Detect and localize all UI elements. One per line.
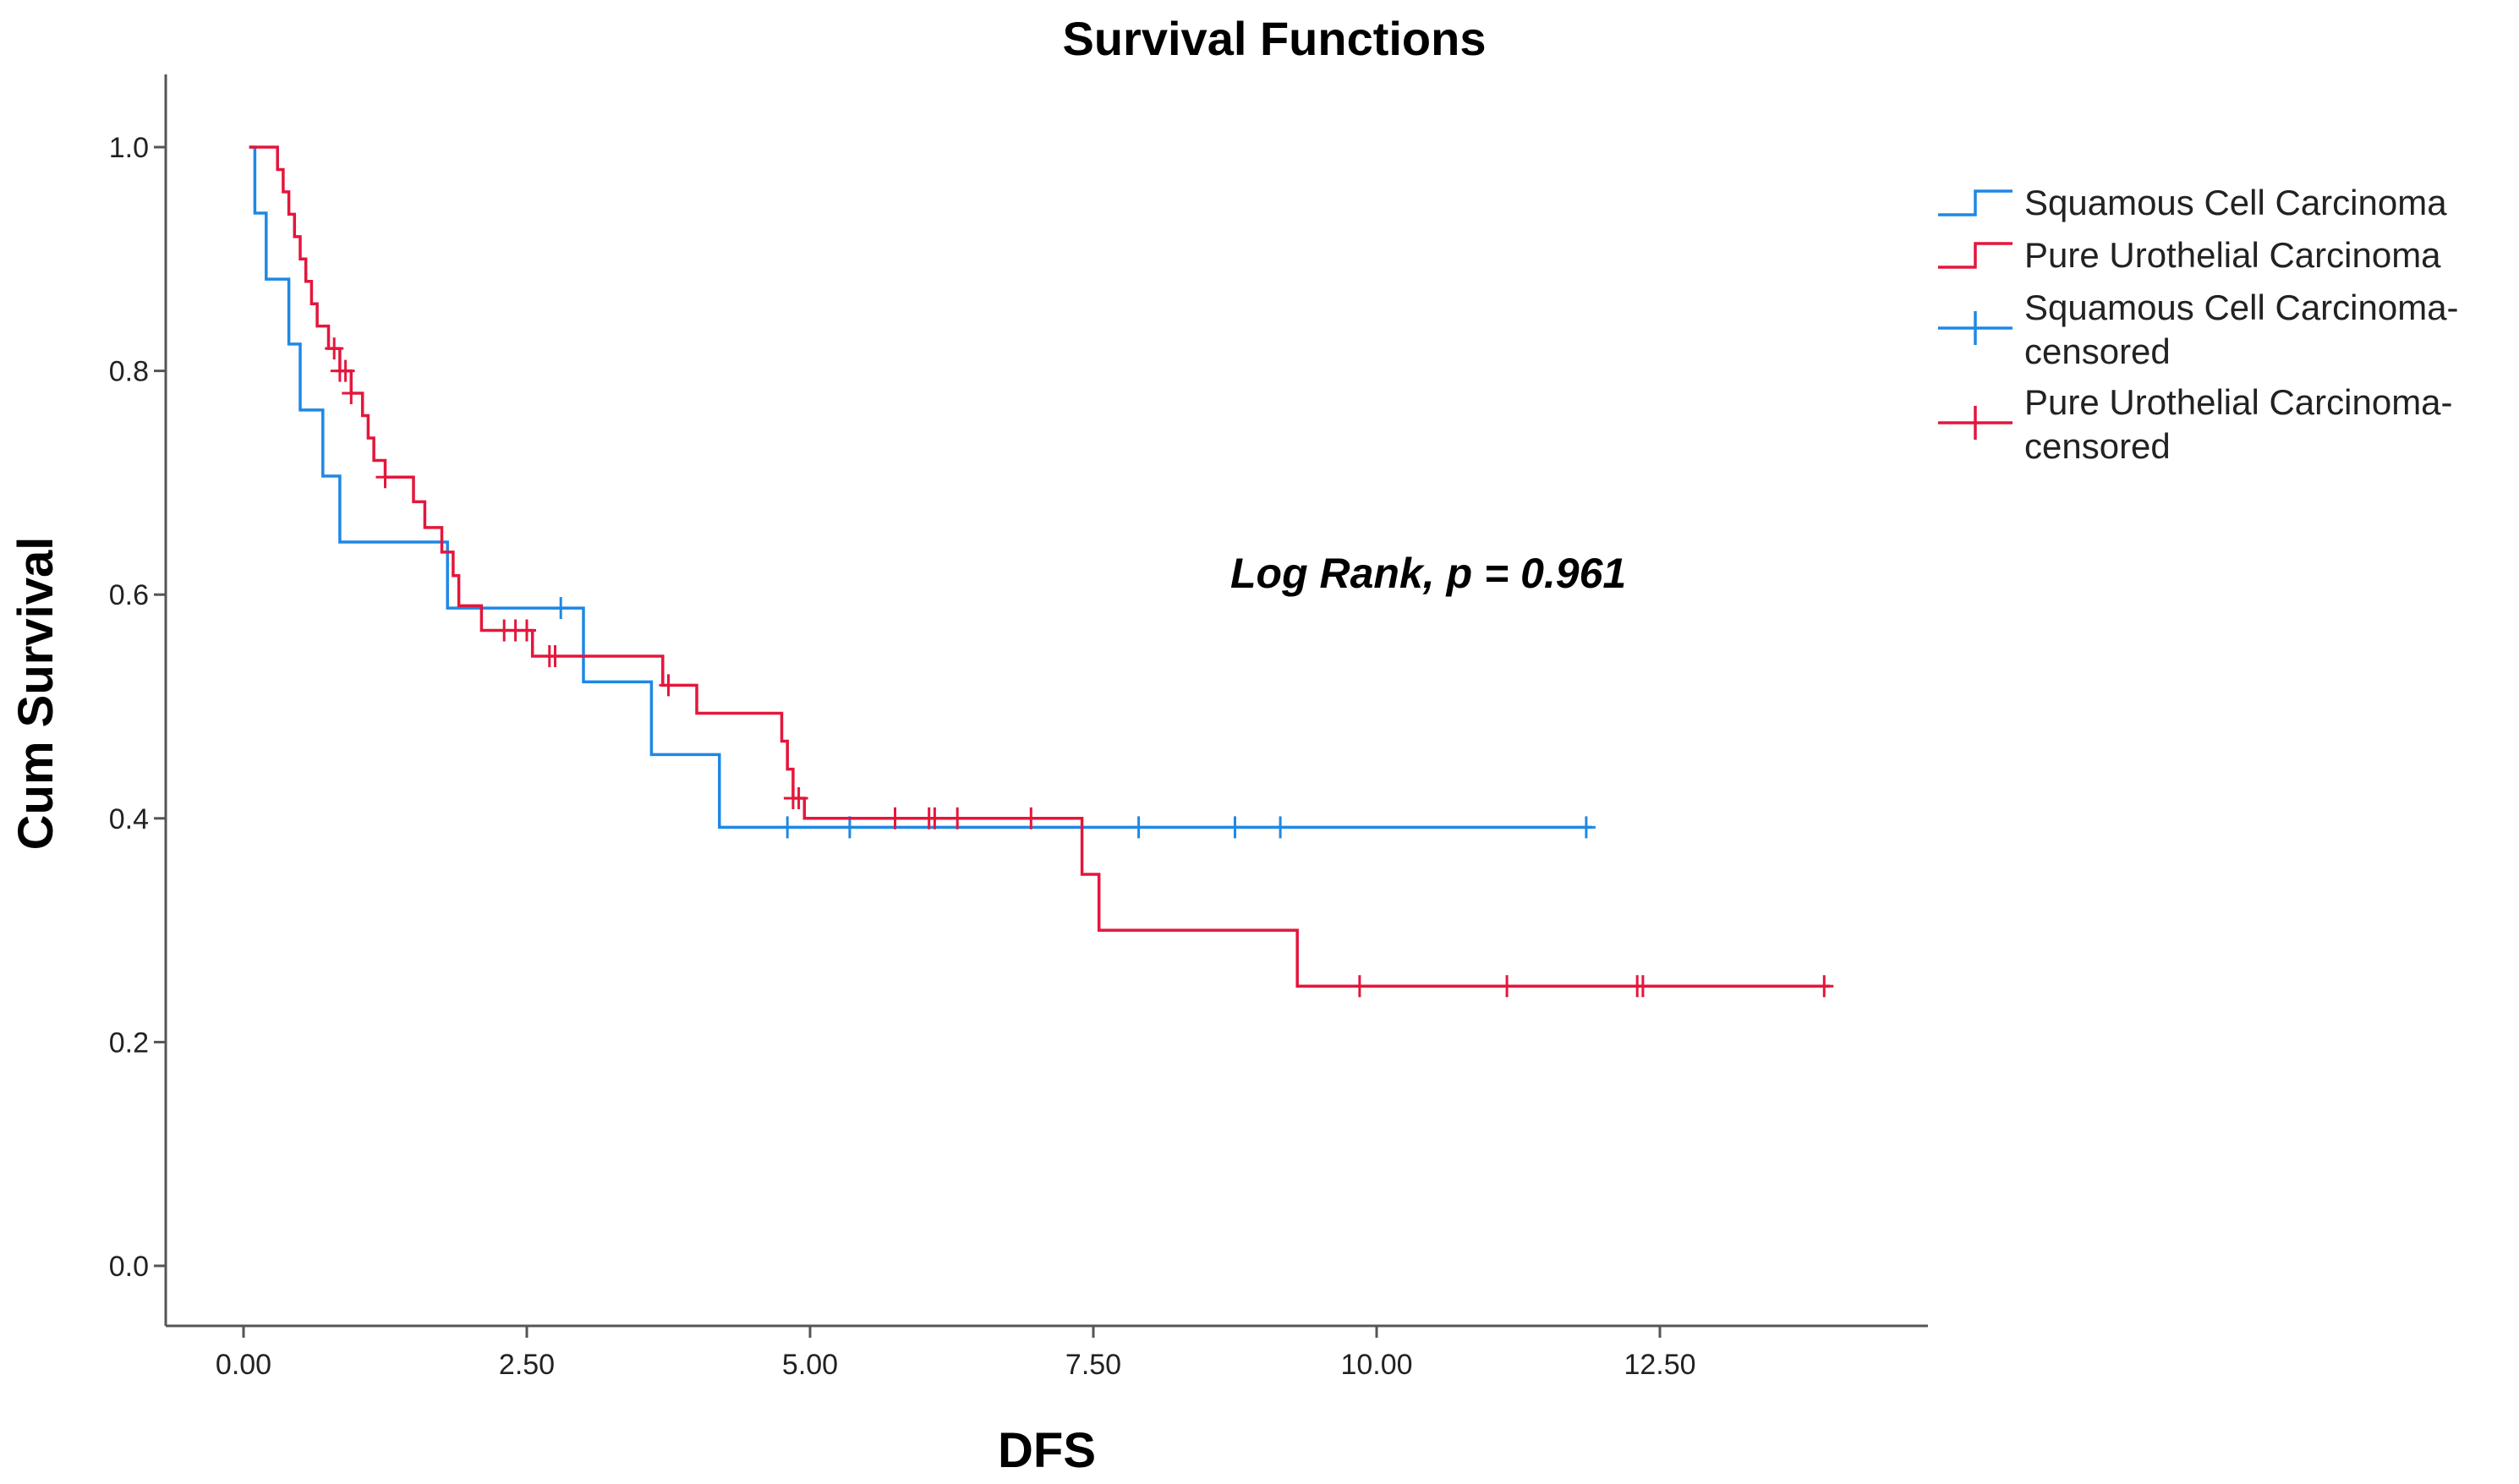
y-axis-ticks: 0.0 0.2 0.4 0.6 0.8 1.0: [109, 132, 166, 1283]
x-tick-label: 10.00: [1340, 1349, 1412, 1381]
legend-item: Pure Urothelial Carcinoma: [1938, 235, 2441, 275]
legend: Squamous Cell Carcinoma Pure Urothelial C…: [1938, 183, 2459, 466]
y-tick-label: 0.8: [109, 356, 149, 388]
survival-step-line: [249, 145, 1830, 988]
x-tick-label: 0.00: [216, 1349, 271, 1381]
x-tick-label: 5.00: [782, 1349, 838, 1381]
legend-item: Squamous Cell Carcinoma: [1938, 183, 2447, 222]
y-tick-label: 0.4: [109, 803, 149, 835]
legend-item: Pure Urothelial Carcinoma-censored: [1938, 382, 2453, 466]
y-tick-label: 0.2: [109, 1027, 149, 1059]
y-tick-label: 0.0: [109, 1251, 149, 1283]
axes: [164, 74, 1928, 1328]
legend-label: Squamous Cell Carcinoma: [2024, 183, 2447, 222]
x-tick-label: 12.50: [1624, 1349, 1695, 1381]
x-axis-ticks: 0.00 2.50 5.00 7.50 10.00 12.50: [216, 1326, 1696, 1381]
x-tick-label: 2.50: [499, 1349, 555, 1381]
y-tick-label: 0.6: [109, 579, 149, 611]
x-tick-label: 7.50: [1065, 1349, 1121, 1381]
y-tick-label: 1.0: [109, 132, 149, 164]
legend-label: Squamous Cell Carcinoma-censored: [2024, 287, 2459, 371]
legend-line-swatch: [1938, 189, 2012, 216]
legend-label: Pure Urothelial Carcinoma-censored: [2024, 382, 2453, 466]
legend-item: Squamous Cell Carcinoma-censored: [1938, 287, 2459, 371]
legend-label: Pure Urothelial Carcinoma: [2024, 235, 2441, 275]
chart-title: Survival Functions: [1063, 12, 1487, 65]
survival-step-line: [249, 145, 1592, 830]
log-rank-annotation: Log Rank, p = 0.961: [1230, 550, 1626, 597]
series-urothelial: [249, 145, 1834, 998]
legend-line-swatch: [1938, 242, 2012, 269]
x-axis-title: DFS: [998, 1423, 1096, 1478]
y-axis-title: Cum Survival: [8, 537, 63, 851]
series-layer: [249, 145, 1834, 998]
series-squamous: [249, 145, 1596, 839]
